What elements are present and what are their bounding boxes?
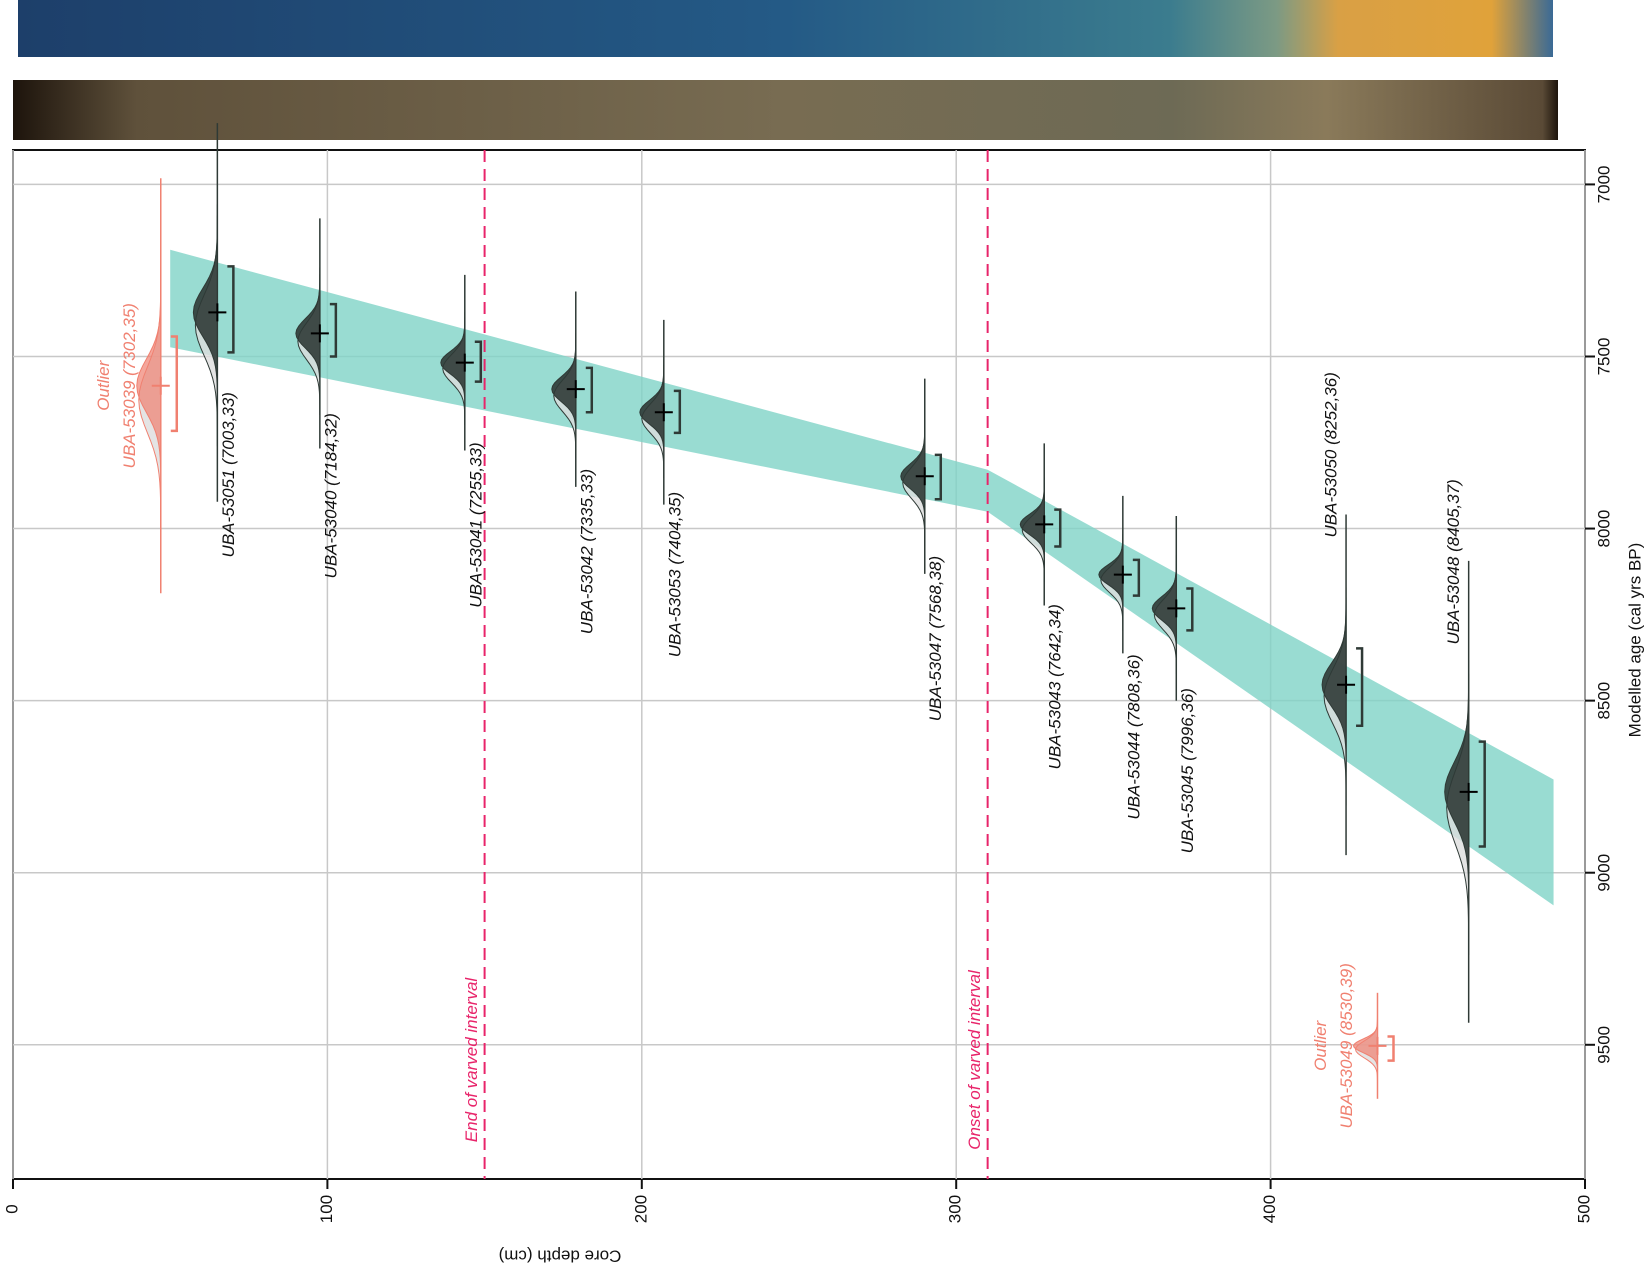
sample-label: UBA-53043 (7642,34) <box>1046 604 1065 769</box>
y-tick-label: 9000 <box>1594 854 1613 892</box>
range-bracket <box>1387 1037 1393 1061</box>
y-tick-label: 8000 <box>1594 510 1613 548</box>
x-tick-label: 200 <box>631 1195 650 1223</box>
x-tick-label: 400 <box>1260 1195 1279 1223</box>
sample-label: UBA-53047 (7568,38) <box>926 556 945 721</box>
x-axis-title: Core depth (cm) <box>499 1247 622 1266</box>
y-tick-label: 7500 <box>1594 338 1613 376</box>
outlier-label: UBA-53039 (7302,35) <box>120 303 139 468</box>
sample-label: UBA-53041 (7255,33) <box>466 442 485 607</box>
sample-label: UBA-53040 (7184,32) <box>321 413 340 578</box>
y-tick-label: 7000 <box>1594 166 1613 204</box>
core-scan-xrf <box>18 0 1553 57</box>
core-photo <box>13 80 1558 140</box>
outlier-note: Outlier <box>1311 1019 1330 1070</box>
sample-label: UBA-53048 (8405,37) <box>1444 479 1463 644</box>
sample-label: UBA-53045 (7996,36) <box>1178 688 1197 853</box>
outlier-label: UBA-53049 (8530,39) <box>1337 963 1356 1128</box>
sample-label: UBA-53042 (7335,33) <box>577 469 596 634</box>
y-tick-label: 8500 <box>1594 682 1613 720</box>
chart: Core depth (cm) Modelled age (cal yrs BP… <box>0 0 1648 1275</box>
sample-label: UBA-53053 (7404,35) <box>665 492 684 657</box>
sample-label: UBA-53051 (7003,33) <box>219 392 238 557</box>
varve-marker-label: Onset of varved interval <box>965 969 984 1150</box>
y-axis-title: Modelled age (cal yrs BP) <box>1625 543 1644 738</box>
varve-marker-label: End of varved interval <box>462 977 481 1143</box>
y-tick-label: 9500 <box>1594 1026 1613 1064</box>
outlier-note: Outlier <box>94 359 113 410</box>
x-tick-label: 500 <box>1574 1195 1593 1223</box>
x-tick-label: 100 <box>317 1195 336 1223</box>
sample-label: UBA-53044 (7808,36) <box>1124 654 1143 819</box>
x-tick-label: 0 <box>2 1204 21 1213</box>
range-bracket <box>171 337 177 431</box>
sample-label: UBA-53050 (8252,36) <box>1322 372 1341 537</box>
x-tick-label: 300 <box>946 1195 965 1223</box>
